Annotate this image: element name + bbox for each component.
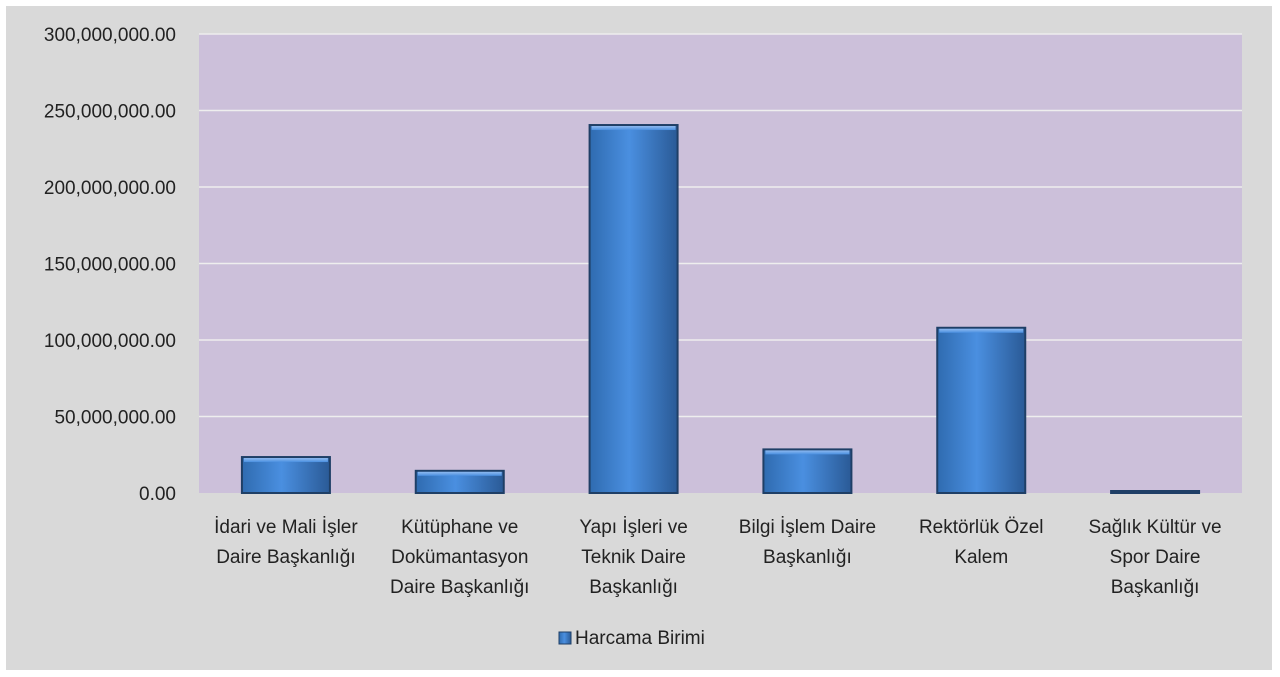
- x-category-label: İdari ve Mali İşler Daire Başkanlığı: [214, 517, 358, 568]
- bar: [414, 469, 505, 495]
- x-category-label: Bilgi İşlem Daire Başkanlığı: [739, 517, 876, 568]
- legend-swatch: [558, 631, 572, 645]
- y-tick-label: 50,000,000.00: [54, 408, 176, 429]
- gridlines: [199, 33, 1242, 418]
- chart-frame: 0.00 50,000,000.00 100,000,000.00 150,000,0…: [6, 6, 1272, 670]
- bar-top-highlight: [765, 450, 850, 455]
- bars: [240, 124, 1201, 495]
- y-tick-label: 0.00: [139, 484, 176, 505]
- bar: [1110, 490, 1201, 494]
- x-category-label: Rektörlük Özel Kalem: [919, 517, 1044, 568]
- x-category-label: Sağlık Kültür ve Spor Daire Başkanlığı: [1089, 517, 1222, 598]
- bar: [762, 448, 853, 494]
- bar: [588, 124, 679, 494]
- x-category-label: Yapı İşleri ve Teknik Daire Başkanlığı: [579, 517, 687, 598]
- bar-top-highlight: [417, 471, 502, 476]
- bar-top-highlight: [591, 126, 676, 131]
- y-tick-label: 150,000,000.00: [44, 255, 176, 276]
- bar-top-highlight: [243, 458, 328, 463]
- y-tick-label: 100,000,000.00: [44, 331, 176, 352]
- legend-label: Harcama Birimi: [575, 628, 705, 649]
- x-axis-category-labels: İdari ve Mali İşler Daire Başkanlığı Kütüp…: [214, 517, 1222, 598]
- y-tick-label: 300,000,000.00: [44, 25, 176, 46]
- x-category-label: Kütüphane ve Dokümantasyon Daire Başkanlığ…: [390, 517, 529, 598]
- y-axis-tick-labels: 0.00 50,000,000.00 100,000,000.00 150,000,0…: [44, 25, 176, 505]
- bar-top-highlight: [939, 328, 1024, 333]
- bar: [240, 456, 331, 495]
- bar-chart: 0.00 50,000,000.00 100,000,000.00 150,000,0…: [44, 25, 1242, 649]
- bar: [936, 326, 1027, 495]
- y-tick-label: 250,000,000.00: [44, 102, 176, 123]
- y-tick-label: 200,000,000.00: [44, 178, 176, 199]
- legend: Harcama Birimi: [558, 628, 705, 649]
